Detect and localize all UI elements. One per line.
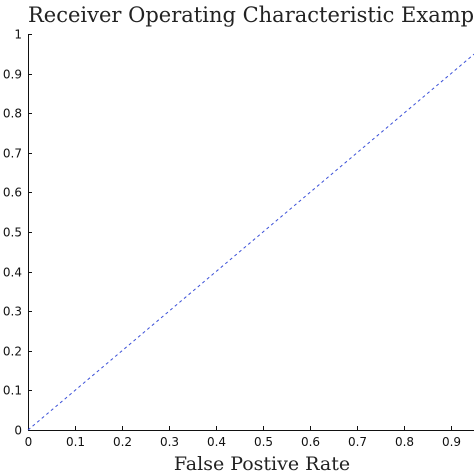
x-axis-label: False Postive Rate: [174, 453, 350, 474]
y-tick-label: 1: [14, 28, 22, 42]
x-tick-label: 0.7: [348, 435, 367, 449]
plot-area: [28, 34, 474, 431]
y-tick-label: 0.6: [3, 186, 22, 200]
x-tick-label: 0.4: [207, 435, 226, 449]
x-tick-label: 0: [25, 435, 33, 449]
y-tick-label: 0.4: [3, 266, 22, 280]
x-tick-label: 0.2: [113, 435, 132, 449]
y-tick-label: 0.7: [3, 147, 22, 161]
y-tick-label: 0.5: [3, 226, 22, 240]
x-tick-label: 0.3: [160, 435, 179, 449]
x-tick-label: 0.6: [301, 435, 320, 449]
series-layer: [27, 53, 474, 431]
x-tick-label: 0.5: [254, 435, 273, 449]
x-tick-label: 0.1: [66, 435, 85, 449]
y-tick-label: 0: [14, 424, 22, 438]
x-tick-label: 0.9: [442, 435, 461, 449]
x-tick-label: 0.8: [395, 435, 414, 449]
y-tick-label: 0.2: [3, 345, 22, 359]
y-tick-label: 0.1: [3, 384, 22, 398]
x-axis-ticks: 0 0.1 0.2 0.3 0.4 0.5 0.6 0.7 0.8 0.9: [25, 426, 461, 449]
y-tick-label: 0.9: [3, 68, 22, 82]
y-tick-label: 0.3: [3, 305, 22, 319]
y-tick-label: 0.8: [3, 107, 22, 121]
series-line: [27, 53, 474, 431]
chart-title: Receiver Operating Characteristic Exampl…: [28, 3, 474, 27]
y-axis-ticks: 0 0.1 0.2 0.3 0.4 0.5 0.6 0.7 0.8 0.9 1: [3, 28, 32, 438]
